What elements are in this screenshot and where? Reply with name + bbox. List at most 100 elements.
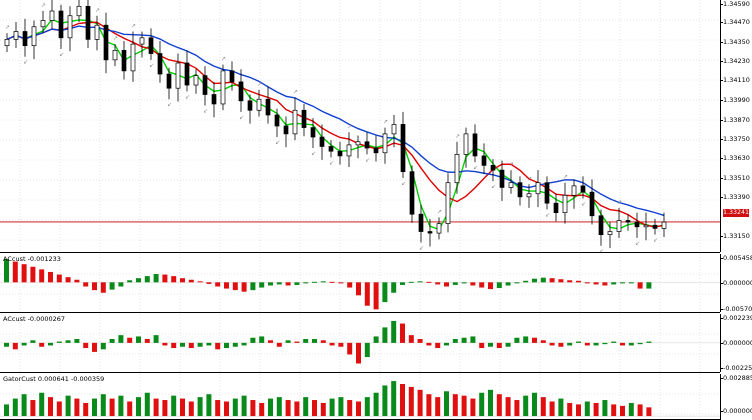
histogram-bar: [162, 400, 168, 417]
histogram-bar: [188, 401, 194, 417]
ma-fast-line: [6, 18, 665, 231]
histogram-bar: [400, 282, 405, 285]
candle-body: [625, 220, 631, 223]
histogram-bar: [602, 282, 608, 286]
fractal-arrow: ↙: [185, 93, 190, 100]
histogram-bar: [426, 342, 432, 346]
candle-body: [94, 24, 100, 40]
indicator-3-svg: [0, 374, 720, 419]
indicator-3-axis[interactable]: 0.002885 0.000000: [719, 374, 752, 420]
histogram-bar: [153, 398, 159, 417]
fractal-arrow: ↗: [293, 89, 298, 96]
histogram-bar: [259, 402, 265, 417]
histogram-bar: [452, 394, 458, 417]
histogram-bar: [329, 398, 335, 417]
histogram-bar: [109, 339, 115, 343]
histogram-bar: [153, 335, 159, 343]
candle-body: [373, 147, 379, 154]
histogram-bar: [338, 342, 344, 347]
indicator-pane-2[interactable]: ACcust -0.0000267: [0, 314, 720, 373]
histogram-bar: [593, 282, 599, 285]
histogram-bar: [39, 269, 45, 283]
histogram-bar: [356, 342, 361, 364]
histogram-bar: [593, 402, 599, 417]
price-tick: 1.33150: [720, 232, 750, 240]
candle-body: [580, 185, 586, 193]
histogram-bar: [514, 282, 520, 284]
histogram-bar: [56, 341, 62, 343]
histogram-bar: [347, 400, 353, 417]
histogram-bar: [224, 282, 229, 289]
price-chart-pane[interactable]: ↗↙↗↙↗↗↗↗↙↙↙↙↗↙↗↙↗↙↙↗↙↗↙↙↗↗↙↙↗↗↙↗↙↙↗↙↙: [0, 0, 720, 253]
candle-body: [661, 221, 667, 229]
histogram-bar: [540, 397, 546, 417]
candle-body: [247, 100, 253, 111]
indicator-tick: -0.0022587: [720, 364, 752, 372]
indicator-1-svg: [0, 254, 720, 312]
histogram-bar: [576, 341, 581, 343]
candle-body: [85, 5, 91, 40]
histogram-bar: [391, 320, 397, 343]
histogram-bar: [118, 335, 124, 343]
indicator-tick: 0.000000: [719, 407, 752, 415]
histogram-bar: [12, 398, 18, 417]
indicator-2-svg: [0, 314, 720, 372]
fractal-arrow: ↙: [239, 114, 244, 121]
indicator-pane-1[interactable]: ACcust -0.001233: [0, 254, 720, 313]
histogram-bar: [514, 400, 520, 417]
candle-body: [238, 81, 244, 102]
price-tick: 1.34110: [720, 76, 750, 84]
histogram-bar: [21, 342, 27, 346]
candle-body: [67, 15, 73, 39]
histogram-bar: [611, 404, 617, 417]
candle-body: [130, 43, 136, 72]
histogram-bar: [505, 397, 511, 417]
histogram-bar: [65, 395, 71, 417]
histogram-bar: [602, 400, 608, 417]
histogram-bar: [144, 339, 150, 343]
candle-body: [40, 20, 46, 28]
histogram-bar: [470, 398, 476, 417]
histogram-bar: [100, 394, 106, 417]
candle-body: [58, 10, 64, 39]
histogram-bar: [30, 400, 36, 417]
histogram-bar: [197, 281, 203, 283]
fractal-arrow: ↙: [401, 180, 406, 187]
candle-body: [553, 202, 559, 213]
histogram-bar: [505, 342, 511, 347]
histogram-bar: [479, 342, 485, 349]
histogram-bar: [391, 381, 397, 417]
histogram-bar: [21, 394, 27, 417]
histogram-bar: [496, 394, 502, 417]
indicator-tick: -0.005709: [719, 305, 752, 313]
indicator-2-axis[interactable]: 0.0022396 0.000000 -0.0022587: [719, 314, 752, 372]
candle-body: [175, 62, 181, 89]
fractal-arrow: ↗: [131, 23, 136, 30]
histogram-bar: [646, 407, 652, 417]
histogram-bar: [250, 400, 256, 417]
histogram-bar: [417, 389, 423, 417]
price-tick: 1.33390: [720, 193, 750, 201]
histogram-bar: [56, 401, 62, 417]
histogram-bar: [461, 395, 467, 417]
histogram-bar: [452, 282, 458, 285]
candle-body: [616, 220, 622, 232]
histogram-bar: [479, 282, 485, 288]
candle-body: [526, 193, 532, 198]
histogram-bar: [268, 340, 273, 343]
indicator-pane-3[interactable]: GatorCust 0.000641 -0.000359: [0, 374, 720, 420]
histogram-bar: [558, 279, 564, 283]
price-tick: 1.33630: [720, 154, 750, 162]
histogram-bar: [48, 397, 53, 417]
histogram-bar: [241, 342, 247, 346]
histogram-bar: [21, 264, 27, 283]
indicator-1-axis[interactable]: 0.005458 0.000000 -0.005709: [719, 254, 752, 313]
price-tick: 1.34470: [720, 18, 750, 26]
histogram-bar: [584, 401, 590, 417]
histogram-bar: [505, 282, 511, 286]
histogram-bar: [74, 279, 80, 283]
histogram-bar: [250, 337, 256, 343]
histogram-bar: [268, 398, 273, 417]
candle-body: [481, 155, 487, 166]
histogram-bar: [12, 342, 18, 350]
